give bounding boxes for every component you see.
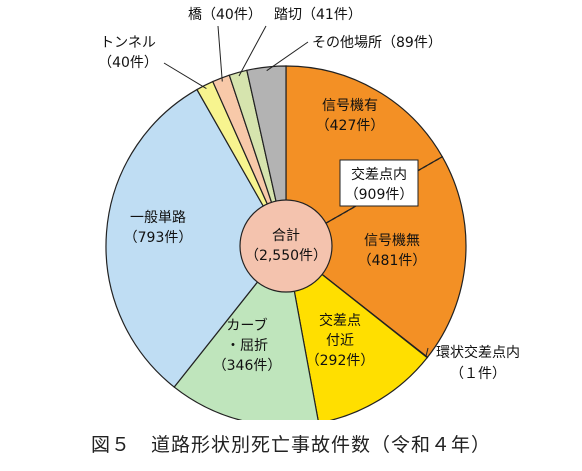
figure-caption: 図５ 道路形状別死亡事故件数（令和４年） <box>90 434 491 456</box>
leader-6 <box>163 62 207 90</box>
slice-label-9: その他場所（89件） <box>312 35 442 51</box>
pie-slice-1 <box>284 155 467 359</box>
intersection-group-label: 交差点内 <box>351 166 407 183</box>
leader-2 <box>425 347 429 357</box>
slice-label-7: 橋（40件） <box>188 7 262 23</box>
slice-label-0: 信号機有 <box>322 98 378 114</box>
leader-7 <box>217 25 223 82</box>
slice-value-4: （346件） <box>213 358 282 374</box>
intersection-group-box <box>339 159 419 207</box>
slice-label-3-b: 付近 <box>326 333 354 349</box>
slice-value-6: （40件） <box>98 55 158 71</box>
intersection-group-value: （909件） <box>345 187 414 203</box>
pie-slice-5 <box>105 88 287 388</box>
slice-label-4: カーブ <box>226 317 267 334</box>
slice-label-1: 信号機無 <box>364 233 420 249</box>
leader-8 <box>238 25 267 77</box>
slice-label-4-b: ・屈折 <box>226 338 268 354</box>
slice-value-5: （793件） <box>124 230 193 246</box>
slice-label-8: 踏切（41件） <box>274 7 362 23</box>
total-label: 合計 <box>272 228 300 244</box>
total-value: （2,550件） <box>245 248 327 264</box>
slice-label-6: トンネル <box>100 35 156 51</box>
slice-label-5: 一般単路 <box>130 210 186 226</box>
slice-value-1: （481件） <box>358 253 427 269</box>
pie-slice-3 <box>285 244 429 420</box>
slice-value-2: （１件） <box>450 366 506 382</box>
slice-value-3: （292件） <box>306 353 375 369</box>
pie-slice-0 <box>285 65 444 248</box>
slice-value-0: （427件） <box>316 118 385 134</box>
leader-9 <box>266 41 309 72</box>
total-circle <box>239 199 333 293</box>
slice-label-2: 環状交差点内 <box>436 344 520 361</box>
slice-label-3: 交差点 <box>319 312 361 329</box>
